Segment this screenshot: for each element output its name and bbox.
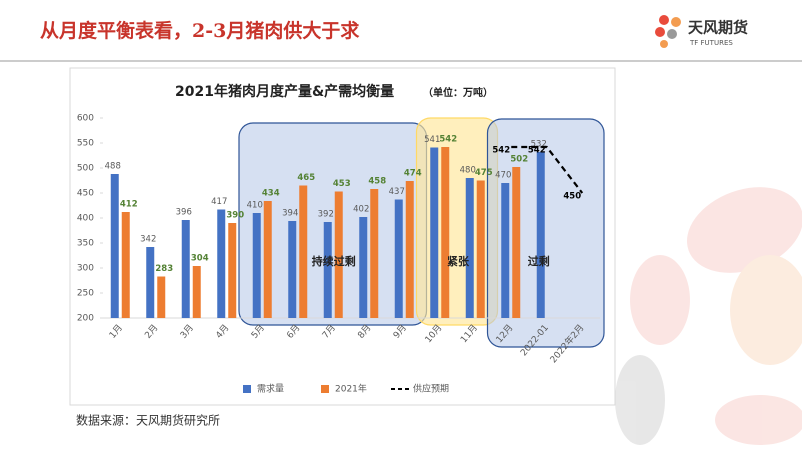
- decoration: [615, 187, 802, 445]
- value-label: 390: [226, 211, 244, 221]
- bar: [217, 209, 226, 318]
- legend-label: 2021年: [335, 383, 367, 395]
- bar: [465, 178, 474, 318]
- annotation: 过剩: [528, 254, 550, 268]
- y-tick-label: 550: [77, 139, 94, 149]
- bar: [288, 221, 297, 318]
- plot: 200 250 300 350 400 450 500 550 600 488 342 396 417 4…: [77, 114, 605, 395]
- value-label: 437: [389, 187, 405, 197]
- bar: [181, 220, 190, 318]
- legend-swatch: [243, 385, 251, 393]
- value-label: 412: [120, 200, 138, 210]
- chart-subtitle: （单位：万吨）: [423, 86, 493, 99]
- bar: [192, 266, 201, 318]
- value-label: 434: [262, 189, 280, 199]
- value-label: 465: [297, 173, 315, 183]
- bar: [405, 181, 414, 318]
- value-label: 342: [140, 235, 156, 245]
- logo-dot: [660, 40, 668, 48]
- bar: [359, 217, 368, 318]
- highlight-region: [415, 117, 499, 326]
- value-label: 542: [528, 146, 546, 156]
- bar: [263, 201, 272, 318]
- value-label: 480: [460, 166, 476, 176]
- source: 数据来源：天风期货研究所: [76, 413, 220, 428]
- bar: [512, 167, 521, 318]
- petal: [686, 187, 802, 273]
- bar: [370, 189, 379, 318]
- logo: 天风期货 TF FUTURES: [655, 15, 748, 48]
- y-tick-label: 200: [77, 314, 94, 324]
- value-label: 502: [510, 155, 528, 165]
- value-label: 532: [531, 140, 547, 150]
- logo-dot: [659, 15, 669, 25]
- value-label: 283: [155, 264, 173, 274]
- y-tick-label: 350: [77, 239, 94, 249]
- bar: [252, 213, 261, 318]
- value-label: 402: [353, 205, 369, 215]
- y-tick-label: 250: [77, 289, 94, 299]
- value-label: 453: [333, 179, 351, 189]
- value-label: 474: [404, 169, 422, 179]
- bar: [430, 147, 439, 318]
- legend-label: 供应预期: [413, 383, 449, 395]
- bar: [476, 180, 485, 318]
- logo-sub: TF FUTURES: [689, 39, 733, 47]
- value-label: 458: [368, 177, 386, 187]
- petal: [730, 255, 802, 365]
- petal: [615, 355, 665, 445]
- logo-dot: [671, 17, 681, 27]
- bar: [394, 199, 403, 318]
- bar: [334, 191, 343, 318]
- value-label: 394: [282, 209, 298, 219]
- petal: [715, 395, 802, 445]
- annotation: 紧张: [447, 254, 470, 268]
- bar: [228, 223, 237, 318]
- y-tick-label: 500: [77, 164, 94, 174]
- value-label: 488: [105, 162, 121, 172]
- value-label: 450: [563, 192, 581, 202]
- bar: [441, 147, 450, 318]
- value-label: 396: [176, 208, 192, 218]
- value-label: 541: [424, 135, 440, 145]
- bar: [110, 174, 119, 318]
- value-label: 542: [492, 146, 510, 156]
- legend-label: 需求量: [257, 383, 284, 395]
- y-tick-label: 400: [77, 214, 94, 224]
- value-label: 304: [191, 254, 209, 264]
- petal: [630, 255, 690, 345]
- logo-dot: [667, 29, 677, 39]
- bar: [536, 152, 545, 318]
- y-tick-label: 450: [77, 189, 94, 199]
- logo-name: 天风期货: [688, 19, 748, 37]
- logo-dot: [655, 27, 665, 37]
- y-tick-label: 600: [77, 114, 94, 124]
- value-label: 475: [475, 168, 493, 178]
- bar: [501, 183, 510, 318]
- chart-title: 2021年猪肉月度产量&产需均衡量: [175, 83, 394, 100]
- value-label: 417: [211, 197, 227, 207]
- annotation: 持续过剩: [312, 254, 356, 268]
- bar: [121, 212, 130, 318]
- bar: [323, 222, 332, 318]
- legend-swatch: [321, 385, 329, 393]
- value-label: 410: [247, 201, 263, 211]
- bar: [157, 276, 166, 318]
- value-label: 470: [495, 171, 511, 181]
- bar: [146, 247, 155, 318]
- slide-title: 从月度平衡表看，2-3月猪肉供大于求: [40, 19, 360, 42]
- bar: [299, 185, 308, 318]
- value-label: 392: [318, 210, 334, 220]
- value-label: 542: [439, 135, 457, 145]
- forecast-line: [511, 145, 584, 194]
- y-tick-label: 300: [77, 264, 94, 274]
